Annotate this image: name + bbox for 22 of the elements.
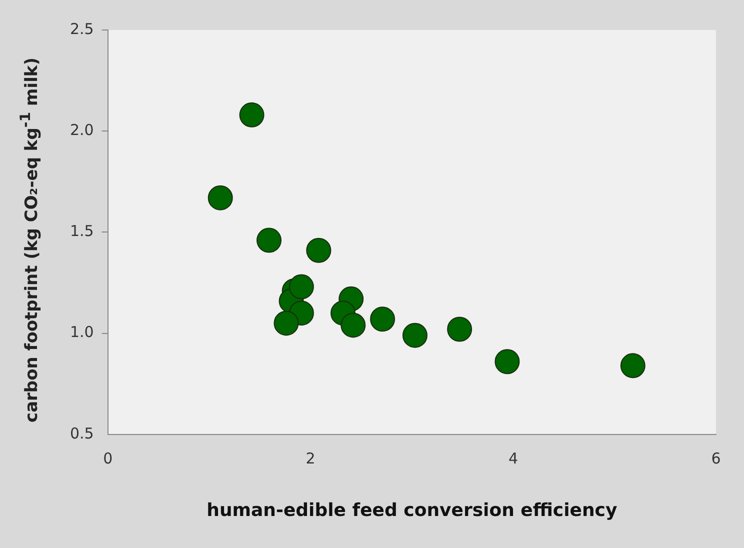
x-tick-label: 0: [103, 449, 113, 468]
y-tick-label: 0.5: [70, 424, 94, 442]
point: [274, 310, 299, 336]
x-tick-label: 2: [306, 449, 316, 468]
x-tick-label: 4: [508, 449, 518, 468]
point: [447, 316, 472, 342]
y-tick-label: 2.5: [70, 20, 94, 38]
x-axis-title: human-edible feed conversion efficiency: [206, 500, 618, 521]
point: [306, 238, 332, 263]
point: [288, 274, 314, 300]
point: [494, 349, 520, 374]
point: [208, 185, 233, 210]
y-tick-label: 1.5: [70, 222, 94, 240]
x-tick-label: 6: [711, 449, 721, 468]
point: [402, 322, 428, 348]
point: [620, 353, 646, 378]
point: [340, 312, 366, 338]
point: [370, 306, 396, 332]
point: [256, 228, 282, 253]
point: [239, 102, 264, 128]
y-tick-label: 1.0: [70, 323, 94, 342]
y-tick-label: 2.0: [70, 120, 94, 139]
